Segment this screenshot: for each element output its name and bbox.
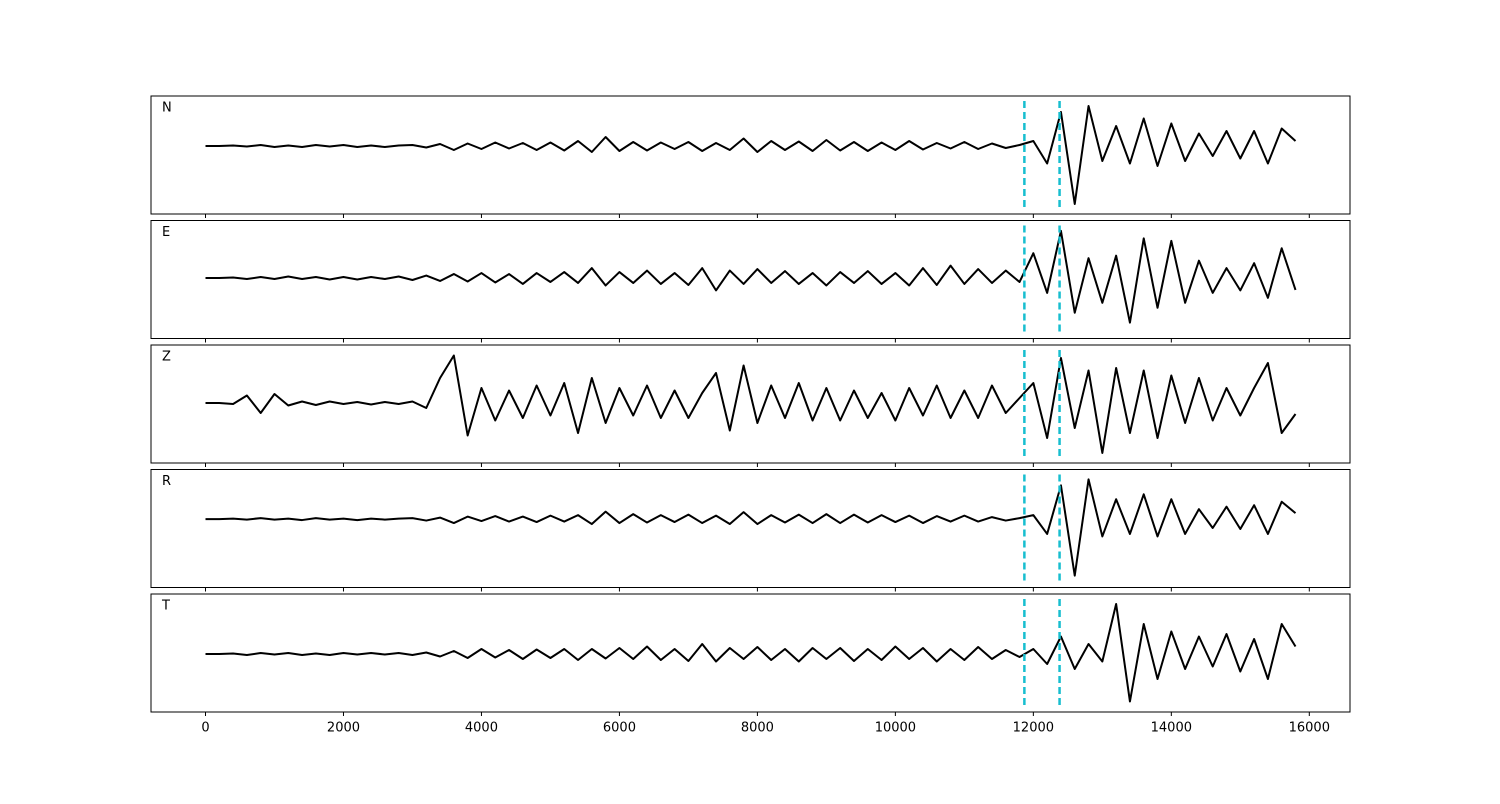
panel-frame bbox=[150, 469, 1351, 588]
trace bbox=[205, 105, 1297, 205]
trace bbox=[205, 354, 1297, 454]
panel-frame bbox=[150, 95, 1351, 215]
trace bbox=[205, 603, 1297, 703]
panel-label: T bbox=[161, 599, 170, 614]
x-tick-label: 4000 bbox=[465, 721, 498, 736]
panel-label: E bbox=[162, 225, 170, 240]
trace bbox=[205, 478, 1297, 577]
panel-frame bbox=[150, 593, 1351, 713]
panel-label: R bbox=[162, 474, 171, 489]
trace bbox=[205, 229, 1297, 324]
panel-frame bbox=[150, 344, 1351, 464]
panel-label: Z bbox=[162, 350, 171, 365]
x-tick-label: 16000 bbox=[1289, 721, 1330, 736]
x-tick-label: 0 bbox=[201, 721, 209, 736]
panel-label: N bbox=[162, 101, 172, 116]
x-tick-label: 12000 bbox=[1013, 721, 1054, 736]
x-tick-label: 8000 bbox=[741, 721, 774, 736]
x-tick-label: 10000 bbox=[875, 721, 916, 736]
x-tick-label: 6000 bbox=[603, 721, 636, 736]
panel-frame bbox=[150, 220, 1351, 339]
x-tick-label: 2000 bbox=[327, 721, 360, 736]
x-tick-label: 14000 bbox=[1151, 721, 1192, 736]
